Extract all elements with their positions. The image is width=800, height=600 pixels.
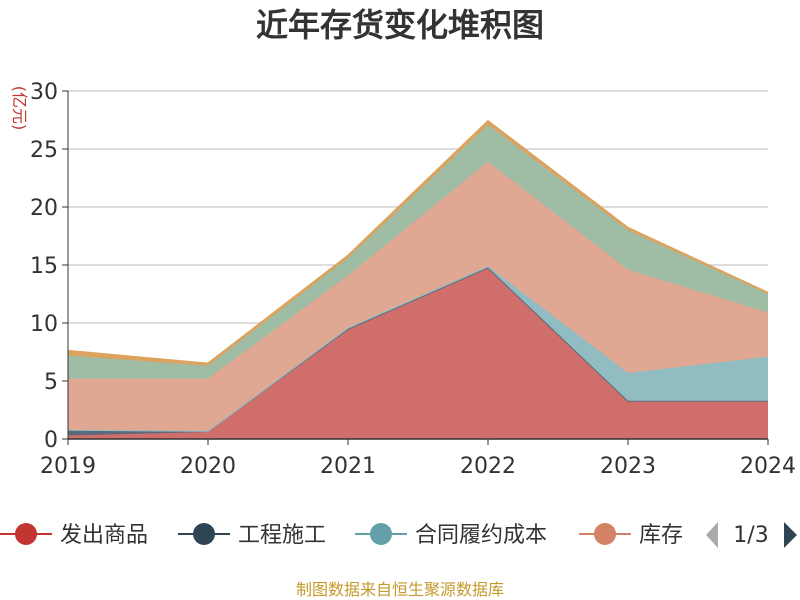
y-axis-unit: (亿元) (10, 86, 29, 131)
area-line-5 (67, 119, 769, 365)
legend-pager: 1/3 (706, 522, 797, 548)
area-series-3 (68, 161, 768, 431)
y-tick-label: 30 (30, 80, 58, 105)
y-tick-label: 20 (30, 196, 58, 221)
source-note: 制图数据来自恒生聚源数据库 (296, 580, 504, 599)
legend-circle-icon (370, 523, 392, 545)
x-tick-label: 2024 (740, 454, 796, 479)
legend-circle-icon (15, 523, 37, 545)
x-tick-label: 2021 (320, 454, 376, 479)
areas (67, 119, 769, 439)
legend-circle-icon (193, 523, 215, 545)
legend-label: 库存 (639, 523, 683, 548)
y-tick-label: 25 (30, 138, 58, 163)
area-series-0 (68, 267, 768, 439)
y-tick-label: 10 (30, 312, 58, 337)
legend-label: 合同履约成本 (415, 523, 547, 548)
legend-item-1[interactable]: 工程施工 (178, 523, 326, 548)
prev-page-icon[interactable] (706, 522, 718, 548)
legend-label: 工程施工 (238, 523, 326, 548)
legend-item-2[interactable]: 合同履约成本 (355, 523, 547, 548)
x-tick-label: 2022 (460, 454, 516, 479)
next-page-icon[interactable] (784, 522, 797, 548)
area-series-4 (68, 124, 768, 379)
y-tick-label: 15 (30, 254, 58, 279)
legend-circle-icon (594, 523, 616, 545)
legend-label: 发出商品 (60, 523, 148, 548)
y-tick-label: 0 (44, 428, 58, 453)
legend-item-0[interactable]: 发出商品 (0, 523, 148, 548)
legend-item-3[interactable]: 库存 (579, 523, 683, 548)
y-ticks: 0 5 10 15 20 25 30 (30, 80, 58, 453)
x-ticks: 2019 2020 2021 2022 2023 2024 (40, 439, 796, 479)
axes (67, 91, 768, 440)
chart-title: 近年存货变化堆积图 (256, 6, 544, 44)
y-tick-label: 5 (44, 370, 58, 395)
legend: 发出商品 工程施工 合同履约成本 库存 (0, 523, 683, 548)
x-tick-label: 2019 (40, 454, 96, 479)
x-tick-label: 2020 (180, 454, 236, 479)
legend-page-indicator: 1/3 (733, 523, 768, 548)
x-tick-label: 2023 (600, 454, 656, 479)
